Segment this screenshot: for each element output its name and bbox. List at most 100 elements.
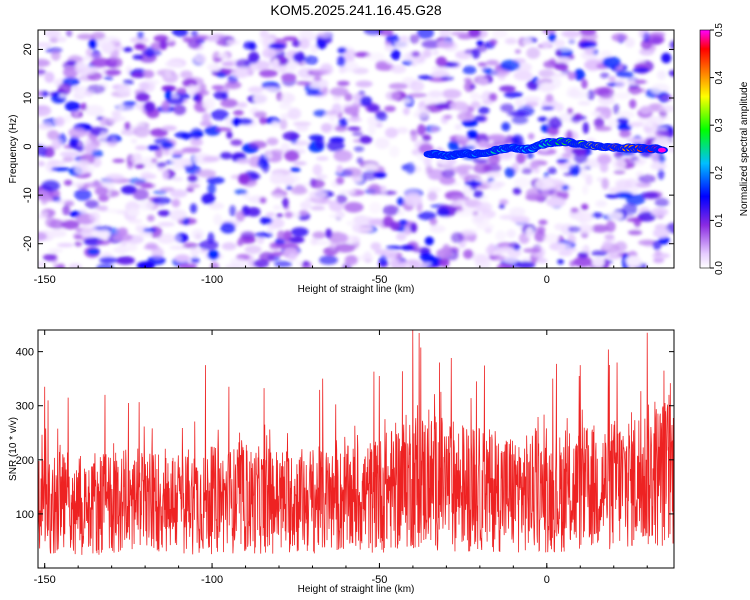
heatmap-cell bbox=[534, 230, 546, 242]
heatmap-cell bbox=[470, 101, 481, 109]
heatmap-cell bbox=[312, 198, 332, 205]
heatmap-cell bbox=[196, 169, 217, 178]
heatmap-cell bbox=[439, 30, 451, 38]
heatmap-cell bbox=[538, 69, 555, 78]
heatmap-cell bbox=[561, 30, 581, 38]
heatmap-cell bbox=[579, 30, 597, 36]
heatmap-cell bbox=[615, 71, 634, 78]
heatmap-cell bbox=[488, 153, 501, 165]
heatmap-cell bbox=[401, 98, 412, 104]
heatmap-cell bbox=[473, 214, 485, 223]
heatmap-cell bbox=[136, 261, 155, 268]
heatmap-cell bbox=[152, 196, 172, 205]
heatmap-cell bbox=[292, 121, 312, 127]
heatmap-blobs bbox=[38, 30, 674, 268]
heatmap-cell bbox=[416, 30, 435, 39]
heatmap-cell bbox=[221, 61, 235, 67]
heatmap-cell bbox=[563, 172, 572, 177]
heatmap-cell bbox=[492, 250, 507, 256]
heatmap-cell bbox=[198, 240, 219, 251]
heatmap-cell bbox=[384, 44, 395, 52]
heatmap-cell bbox=[353, 146, 365, 152]
heatmap-cell bbox=[122, 47, 133, 52]
heatmap-cell bbox=[353, 227, 374, 232]
heatmap-cell bbox=[38, 144, 47, 156]
heatmap-cell bbox=[478, 140, 488, 148]
heatmap-cell bbox=[622, 203, 638, 216]
heatmap-cell bbox=[192, 94, 200, 101]
heatmap-cell bbox=[138, 201, 154, 211]
heatmap-cell bbox=[105, 173, 125, 182]
heatmap-cell bbox=[431, 65, 450, 71]
heatmap-cell bbox=[272, 204, 282, 211]
heatmap-cell bbox=[342, 167, 362, 178]
heatmap-cell bbox=[639, 48, 655, 56]
heatmap-cell bbox=[326, 110, 338, 116]
heatmap-cell bbox=[614, 241, 628, 252]
heatmap-cell bbox=[436, 207, 451, 217]
heatmap-cell bbox=[269, 242, 285, 249]
heatmap-cell bbox=[38, 231, 48, 241]
heatmap-cell bbox=[157, 233, 176, 244]
heatmap-cell bbox=[556, 158, 569, 163]
heatmap-cell bbox=[240, 231, 256, 240]
heatmap-cell bbox=[317, 31, 332, 39]
heatmap-cell bbox=[568, 90, 589, 100]
heatmap-cell bbox=[573, 68, 586, 81]
heatmap-cell bbox=[329, 214, 343, 219]
heatmap-cell bbox=[174, 131, 189, 139]
heatmap-cell bbox=[38, 90, 43, 97]
x-tick-label: -100 bbox=[201, 574, 223, 586]
heatmap-cell bbox=[337, 233, 349, 243]
heatmap-cell bbox=[346, 220, 356, 226]
heatmap-cell bbox=[613, 103, 620, 115]
heatmap-cell bbox=[299, 38, 310, 50]
heatmap-cell bbox=[319, 255, 338, 265]
heatmap-cell bbox=[335, 243, 356, 253]
heatmap-cell bbox=[591, 250, 608, 257]
heatmap-cell bbox=[213, 213, 223, 226]
heatmap-cell bbox=[190, 246, 200, 257]
heatmap-cell bbox=[369, 201, 382, 214]
heatmap-cell bbox=[450, 195, 470, 202]
heatmap-cell bbox=[107, 117, 119, 124]
heatmap-cell bbox=[461, 145, 476, 150]
heatmap-cell bbox=[170, 189, 188, 198]
heatmap-cell bbox=[568, 35, 576, 44]
heatmap-cell bbox=[76, 33, 94, 40]
y-tick-label: 300 bbox=[16, 401, 34, 413]
heatmap-cell bbox=[161, 125, 177, 131]
heatmap-cell bbox=[122, 79, 134, 86]
x-tick-label: -150 bbox=[34, 574, 56, 586]
heatmap-cell bbox=[577, 252, 589, 259]
heatmap-cell bbox=[605, 220, 616, 233]
heatmap-cell bbox=[142, 69, 155, 79]
heatmap-cell bbox=[616, 117, 629, 124]
heatmap-cell bbox=[96, 229, 111, 240]
heatmap-cell bbox=[612, 158, 627, 170]
heatmap-cell bbox=[436, 248, 453, 259]
heatmap-cell bbox=[290, 227, 309, 237]
heatmap-cell bbox=[543, 233, 560, 244]
heatmap-cell bbox=[156, 162, 167, 168]
heatmap-cell bbox=[577, 223, 594, 234]
heatmap-cell bbox=[443, 114, 453, 120]
heatmap-cell bbox=[461, 119, 478, 127]
heatmap-cell bbox=[657, 168, 665, 180]
heatmap-cell bbox=[248, 51, 260, 64]
x-tick-label: -100 bbox=[201, 274, 223, 286]
heatmap-cell bbox=[434, 102, 455, 110]
heatmap-cell bbox=[501, 122, 511, 132]
heatmap-cell bbox=[47, 129, 60, 141]
heatmap-cell bbox=[590, 224, 610, 233]
heatmap-cell bbox=[602, 56, 621, 69]
heatmap-cell bbox=[613, 169, 626, 175]
heatmap-cell bbox=[143, 183, 156, 189]
heatmap-cell bbox=[183, 165, 195, 170]
y-tick-label: 0 bbox=[22, 144, 34, 150]
heatmap-cell bbox=[508, 242, 520, 249]
heatmap-cell bbox=[546, 197, 566, 208]
heatmap-cell bbox=[316, 156, 329, 161]
heatmap-cell bbox=[284, 150, 300, 162]
heatmap-cell bbox=[130, 36, 149, 44]
